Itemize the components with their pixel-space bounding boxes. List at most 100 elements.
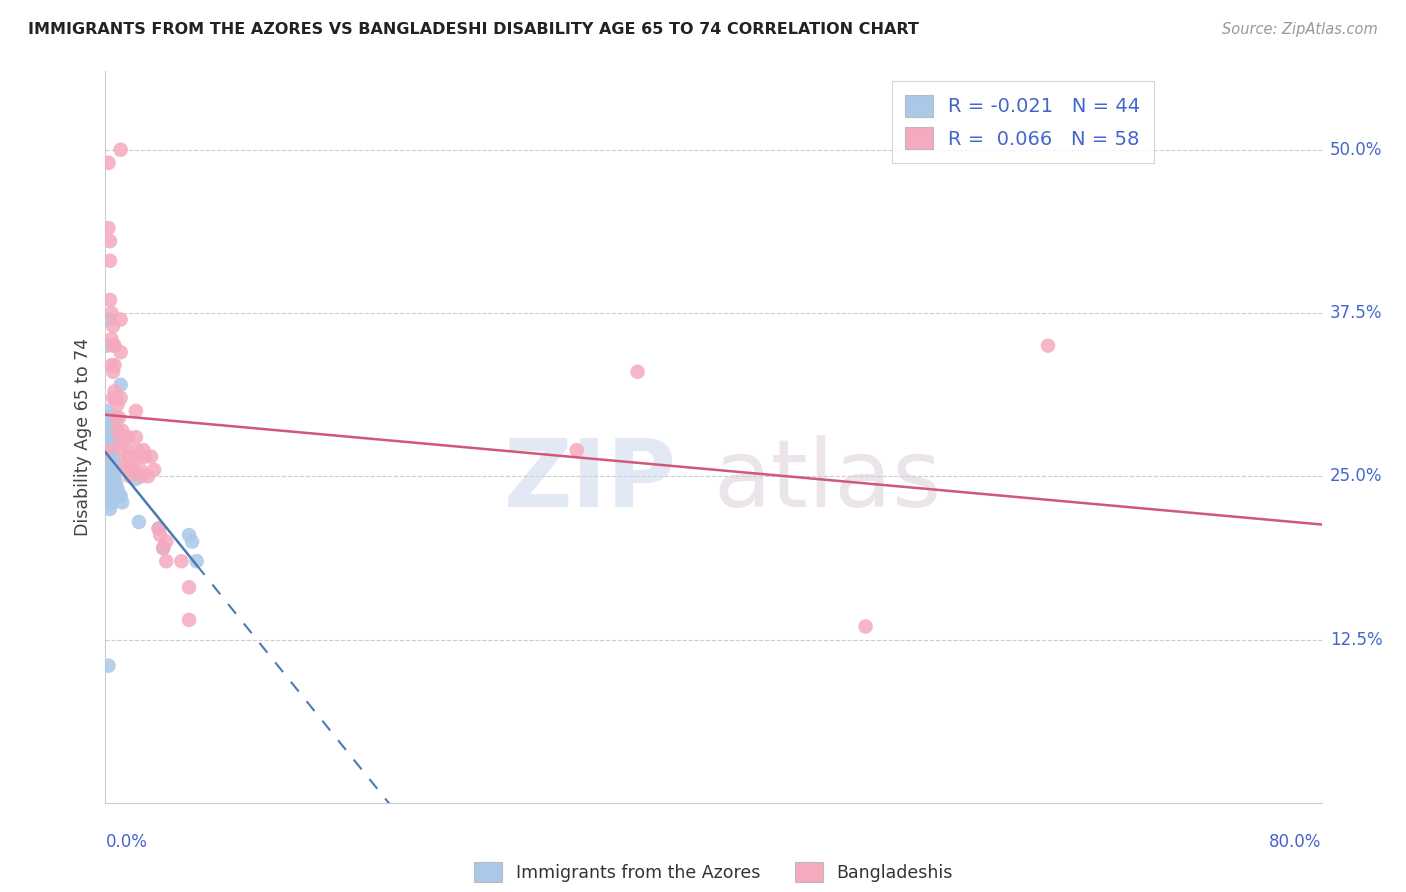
Point [110,312,132,326]
Point [855,619,877,633]
Point [101,339,124,353]
Point [105,391,128,405]
Point [97,410,120,425]
Point [152,541,174,555]
Point [565,443,588,458]
Point [118,469,141,483]
Point [98,234,121,248]
Point [626,365,648,379]
Text: 12.5%: 12.5% [1330,631,1382,648]
Point [98,253,121,268]
Point [1036,339,1059,353]
Point [114,456,136,470]
Point [105,410,128,425]
Point [107,483,129,497]
Point [98,463,121,477]
Point [97,658,120,673]
Point [125,430,148,444]
Point [114,436,136,450]
Text: IMMIGRANTS FROM THE AZORES VS BANGLADESHI DISABILITY AGE 65 TO 74 CORRELATION CH: IMMIGRANTS FROM THE AZORES VS BANGLADESH… [28,22,920,37]
Point [101,319,124,334]
Point [110,391,132,405]
Point [101,436,124,450]
Point [97,221,120,235]
Point [110,143,132,157]
Point [110,489,132,503]
Text: 25.0%: 25.0% [1330,467,1382,485]
Point [103,358,125,372]
Point [127,443,149,458]
Point [111,495,134,509]
Text: atlas: atlas [713,435,942,527]
Point [186,554,208,568]
Point [128,515,150,529]
Point [170,554,193,568]
Point [107,424,129,438]
Point [103,456,125,470]
Point [149,528,172,542]
Point [155,534,177,549]
Text: Source: ZipAtlas.com: Source: ZipAtlas.com [1222,22,1378,37]
Point [115,463,138,477]
Point [96,417,118,431]
Point [177,528,200,542]
Point [96,443,118,458]
Point [136,469,159,483]
Point [111,443,134,458]
Point [96,404,118,418]
Point [107,397,129,411]
Point [98,475,121,490]
Point [129,463,152,477]
Point [117,450,139,464]
Point [108,436,131,450]
Point [98,502,121,516]
Point [117,430,139,444]
Point [101,365,124,379]
Point [132,443,155,458]
Text: 0.0%: 0.0% [105,833,148,851]
Point [100,469,122,483]
Point [97,156,120,170]
Point [118,456,141,470]
Point [97,424,120,438]
Point [96,430,118,444]
Point [101,391,124,405]
Point [139,450,162,464]
Text: 37.5%: 37.5% [1330,304,1382,322]
Text: ZIP: ZIP [505,435,678,527]
Point [108,489,131,503]
Point [131,469,153,483]
Point [125,472,148,486]
Point [97,450,120,464]
Point [98,410,121,425]
Point [103,469,125,483]
Point [112,430,135,444]
Legend: Immigrants from the Azores, Bangladeshis: Immigrants from the Azores, Bangladeshis [467,855,960,889]
Point [134,450,156,464]
Point [108,410,131,425]
Point [110,377,132,392]
Point [100,430,122,444]
Point [125,404,148,418]
Point [148,521,170,535]
Point [97,312,120,326]
Point [143,463,166,477]
Point [101,489,124,503]
Point [101,463,124,477]
Point [105,475,128,490]
Point [121,463,143,477]
Point [101,450,124,464]
Point [100,358,122,372]
Point [100,443,122,458]
Point [110,345,132,359]
Point [152,541,174,555]
Point [103,384,125,399]
Point [98,436,121,450]
Text: 50.0%: 50.0% [1330,141,1382,159]
Y-axis label: Disability Age 65 to 74: Disability Age 65 to 74 [73,338,91,536]
Point [177,580,200,594]
Point [181,534,204,549]
Point [177,613,200,627]
Point [100,456,122,470]
Point [100,495,122,509]
